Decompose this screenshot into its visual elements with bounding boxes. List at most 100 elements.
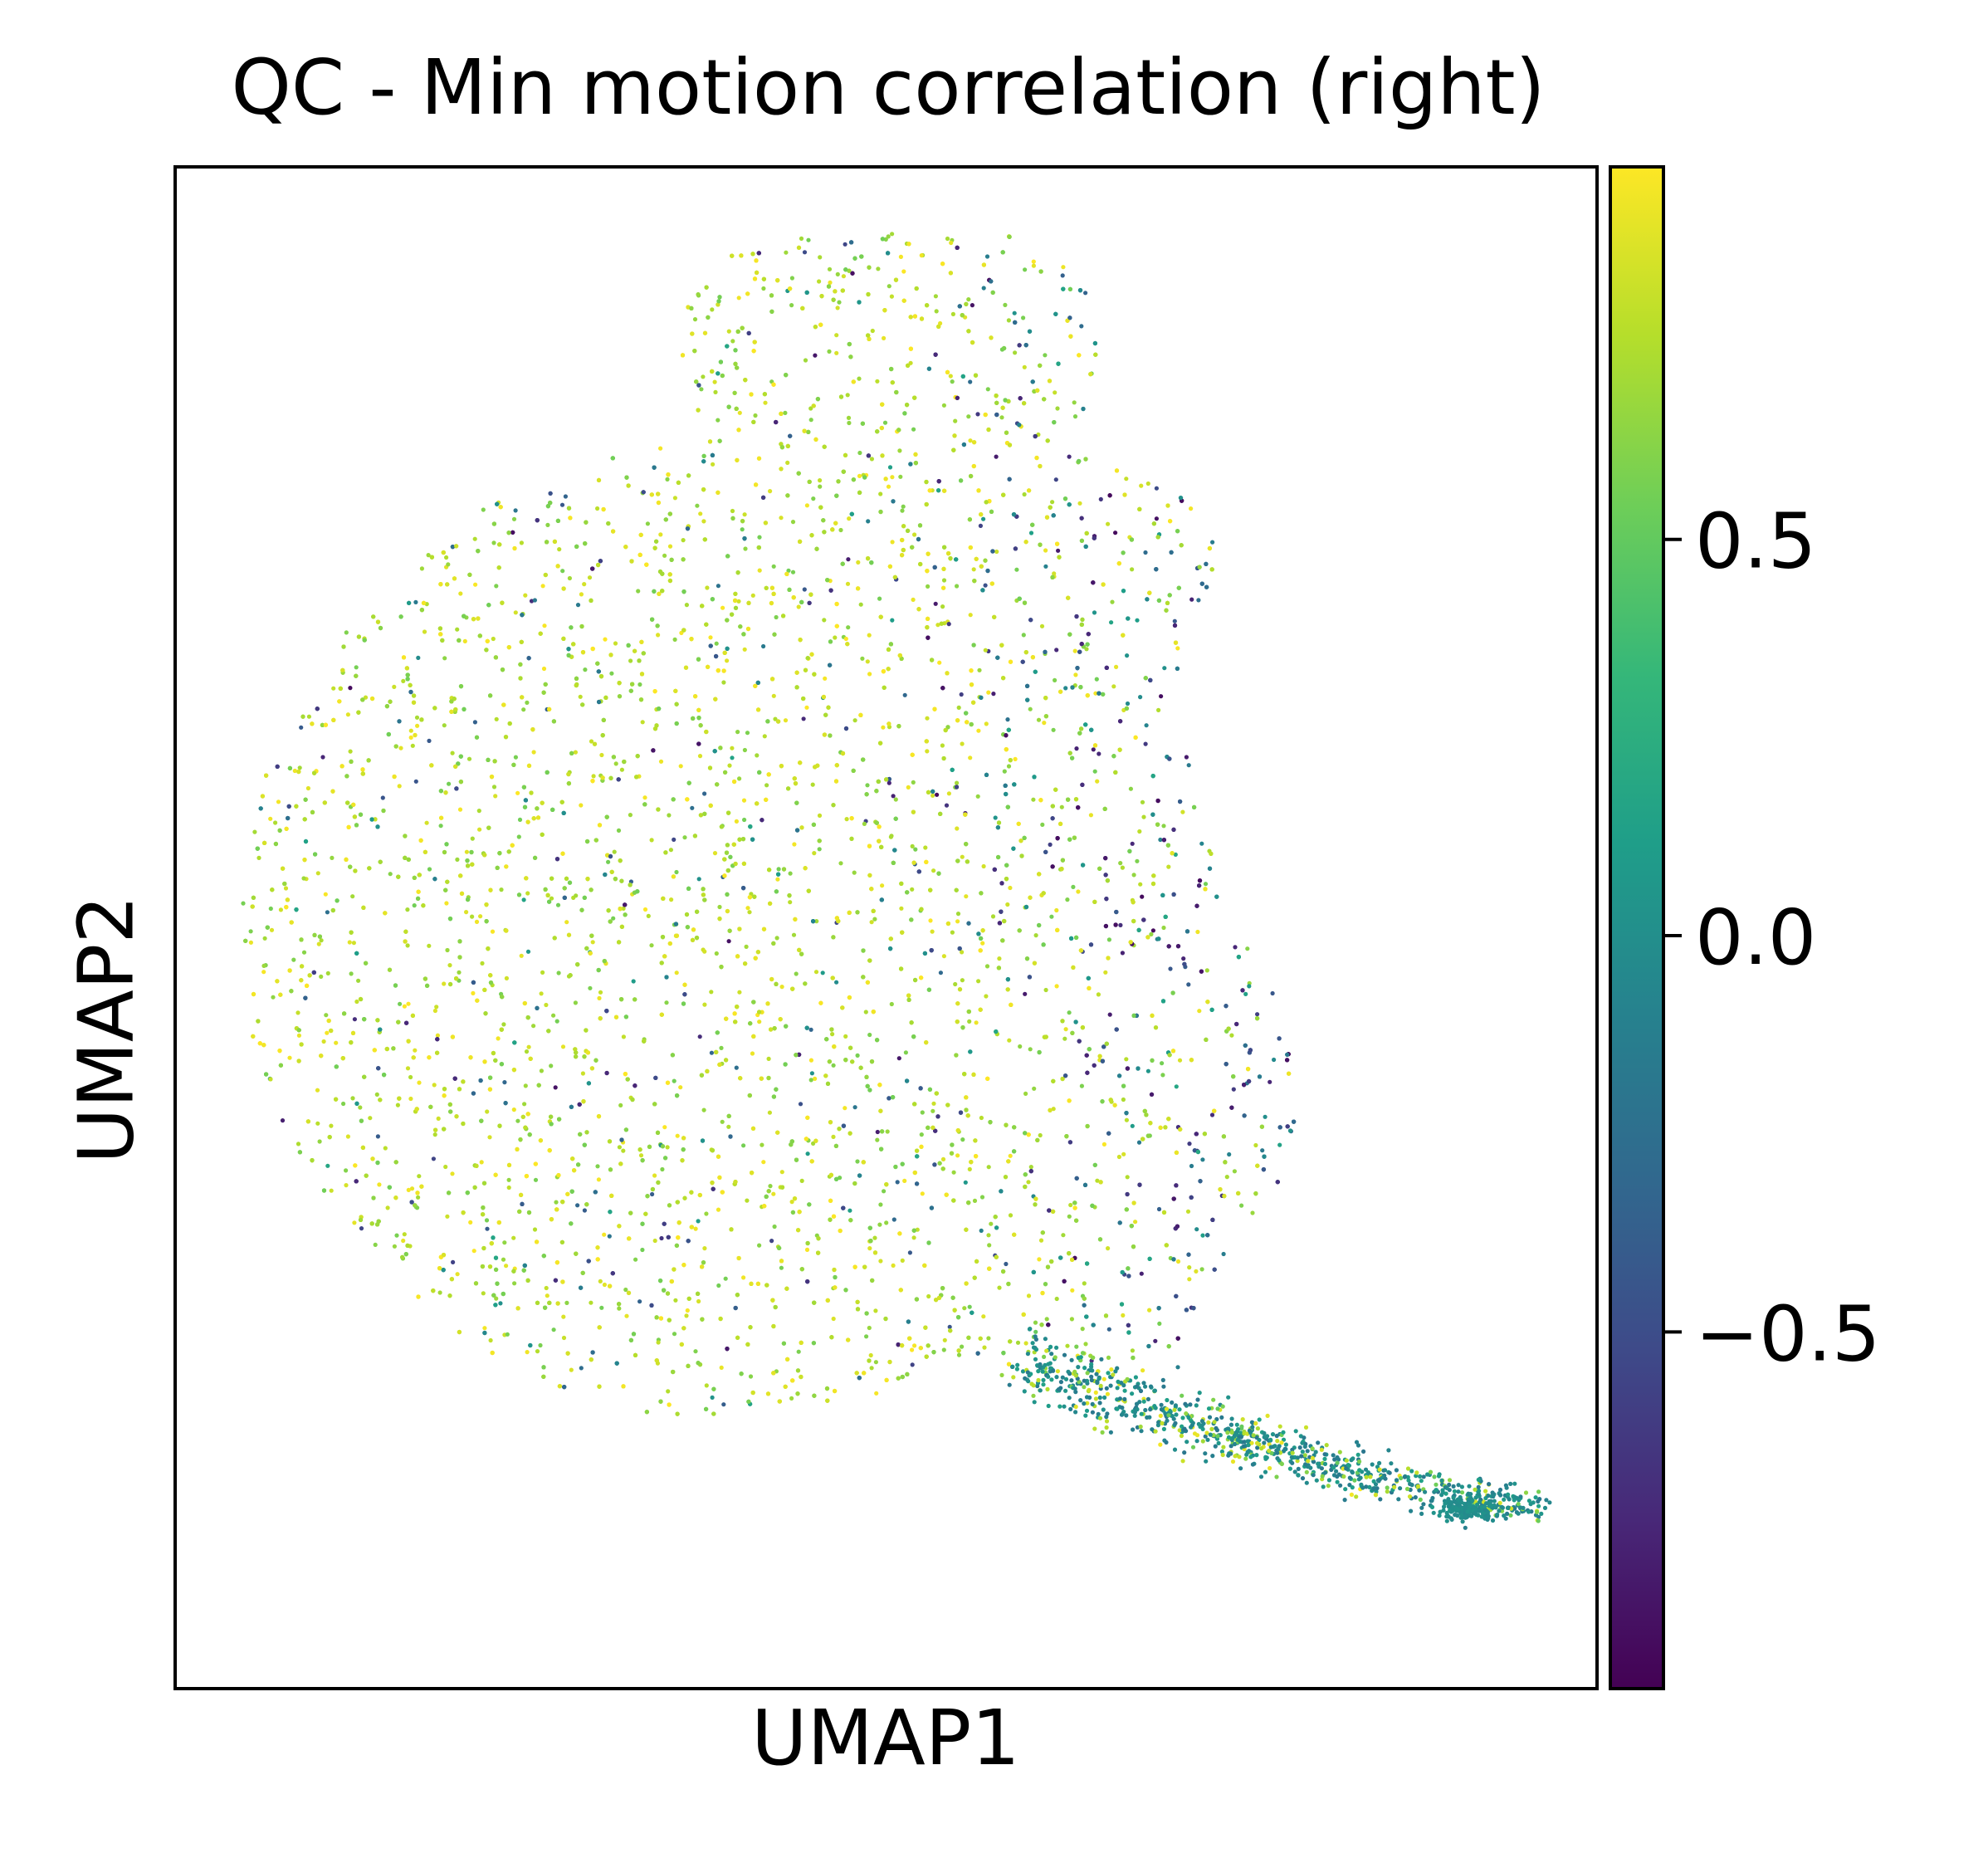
scatter-point xyxy=(882,420,888,425)
scatter-point xyxy=(348,686,353,691)
scatter-point xyxy=(817,847,822,852)
scatter-point xyxy=(945,236,950,242)
scatter-point xyxy=(665,477,670,482)
scatter-point xyxy=(923,845,928,850)
scatter-point xyxy=(720,1119,725,1124)
scatter-point xyxy=(852,870,857,875)
scatter-point xyxy=(730,508,735,514)
scatter-point xyxy=(1074,746,1079,751)
scatter-point xyxy=(681,538,686,543)
scatter-point xyxy=(867,1325,872,1331)
scatter-point xyxy=(1136,1140,1142,1145)
scatter-point xyxy=(1153,1338,1158,1343)
scatter-point xyxy=(564,920,569,925)
scatter-point xyxy=(352,1017,357,1022)
scatter-point xyxy=(416,655,421,661)
scatter-point xyxy=(838,527,843,533)
scatter-point xyxy=(287,1055,292,1060)
scatter-point xyxy=(949,240,954,246)
scatter-point xyxy=(656,633,661,638)
scatter-point xyxy=(852,1105,857,1110)
scatter-point xyxy=(1253,1142,1258,1148)
scatter-point xyxy=(344,1183,349,1188)
scatter-point xyxy=(981,516,986,521)
scatter-point xyxy=(325,971,330,975)
scatter-point xyxy=(1260,1148,1265,1153)
scatter-point xyxy=(702,1246,707,1251)
scatter-point xyxy=(587,575,593,580)
scatter-point xyxy=(349,971,354,976)
scatter-point xyxy=(726,329,731,334)
scatter-point xyxy=(1185,1209,1191,1214)
scatter-point xyxy=(760,1142,764,1147)
scatter-point xyxy=(872,1235,877,1240)
scatter-point xyxy=(291,957,296,962)
scatter-point xyxy=(1051,1107,1056,1112)
scatter-point xyxy=(941,954,946,959)
scatter-point xyxy=(695,503,700,508)
scatter-point xyxy=(561,1314,566,1319)
scatter-point xyxy=(989,1221,994,1226)
scatter-point xyxy=(1028,1165,1033,1170)
scatter-point xyxy=(1186,763,1191,768)
scatter-point xyxy=(847,1208,852,1213)
scatter-point xyxy=(693,1349,698,1354)
scatter-point xyxy=(745,1198,750,1203)
scatter-point xyxy=(794,971,799,976)
scatter-point xyxy=(573,750,579,755)
scatter-point xyxy=(951,1170,956,1175)
scatter-point xyxy=(553,1085,558,1090)
scatter-point xyxy=(511,1235,516,1240)
scatter-point xyxy=(827,349,832,354)
scatter-point xyxy=(948,374,953,379)
scatter-point xyxy=(1095,779,1100,784)
scatter-point xyxy=(299,725,304,730)
scatter-point xyxy=(960,950,965,955)
scatter-point xyxy=(895,1180,900,1185)
scatter-point xyxy=(1106,1246,1111,1251)
scatter-point xyxy=(785,460,790,466)
scatter-point xyxy=(471,990,476,995)
scatter-point xyxy=(501,1022,506,1027)
scatter-point xyxy=(1059,804,1064,809)
scatter-point xyxy=(908,360,913,365)
scatter-point xyxy=(960,1137,965,1142)
scatter-point xyxy=(872,917,877,922)
scatter-point xyxy=(358,1105,363,1110)
scatter-point xyxy=(516,834,521,839)
scatter-point xyxy=(912,1343,917,1348)
scatter-point xyxy=(359,1226,364,1231)
scatter-point xyxy=(1200,1157,1205,1162)
scatter-point xyxy=(269,927,275,932)
scatter-point xyxy=(395,1103,400,1107)
scatter-point xyxy=(740,527,745,532)
scatter-point xyxy=(1150,928,1155,933)
scatter-point xyxy=(868,1352,873,1358)
scatter-point xyxy=(788,900,793,905)
scatter-point xyxy=(806,237,811,242)
scatter-point xyxy=(845,581,851,586)
scatter-point xyxy=(999,415,1004,420)
scatter-point xyxy=(855,1159,860,1164)
scatter-point xyxy=(920,1110,925,1115)
scatter-point xyxy=(1018,1044,1023,1049)
scatter-point xyxy=(1022,491,1027,497)
scatter-point xyxy=(595,506,600,511)
scatter-point xyxy=(268,906,273,912)
scatter-point xyxy=(1227,1151,1232,1157)
scatter-point xyxy=(493,794,498,799)
scatter-point xyxy=(437,1290,442,1295)
scatter-point xyxy=(1068,1202,1073,1208)
scatter-point xyxy=(296,1010,300,1015)
scatter-point xyxy=(672,496,678,501)
scatter-point xyxy=(792,842,797,847)
scatter-point xyxy=(1054,648,1059,653)
scatter-point xyxy=(1121,1313,1126,1318)
scatter-point xyxy=(392,1244,397,1249)
scatter-point xyxy=(406,1001,411,1006)
scatter-point xyxy=(768,489,773,494)
scatter-point xyxy=(750,1051,755,1056)
scatter-point xyxy=(523,593,528,598)
scatter-point xyxy=(1084,647,1089,652)
scatter-point xyxy=(701,374,706,379)
